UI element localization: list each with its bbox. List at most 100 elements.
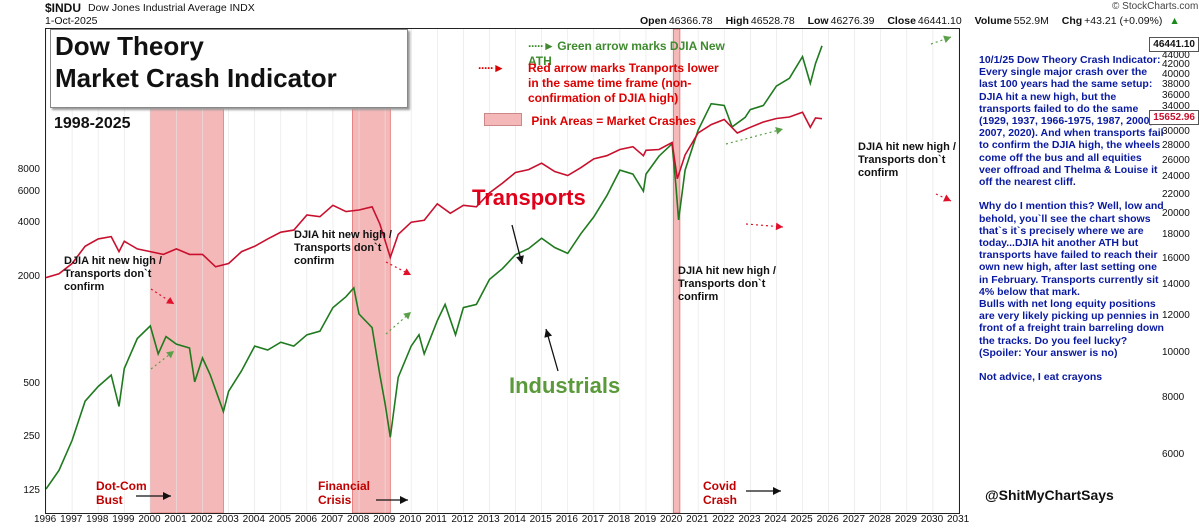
x-tick-label: 2021 — [686, 514, 709, 525]
x-tick-label: 2016 — [555, 514, 578, 525]
x-tick-label: 2011 — [425, 514, 447, 525]
x-tick-label: 2024 — [764, 514, 787, 525]
right-tick-label: 42000 — [1162, 58, 1190, 70]
green-arrow-icon: ·····► — [528, 39, 555, 53]
open-value: 46366.78 — [668, 15, 713, 27]
x-tick-label: 2017 — [581, 514, 605, 525]
high-value: 46528.78 — [750, 15, 795, 27]
series-line-industrials — [46, 45, 823, 490]
x-tick-label: 2025 — [790, 514, 813, 525]
green-arrow-2025-shaft — [930, 36, 952, 45]
close-value: 46441.10 — [917, 15, 962, 27]
red-arrow-2007-head — [403, 268, 411, 276]
x-tick-label: 2031 — [947, 514, 970, 525]
chg-value: +43.21 (+0.09%) — [1084, 15, 1163, 27]
right-tick-label: 30000 — [1162, 126, 1190, 138]
crash-band-0 — [149, 29, 224, 513]
legend-pink: Pink Areas = Market Crashes — [484, 113, 734, 129]
crash-label-covid: Covid Crash — [703, 479, 738, 507]
series-line-transports — [46, 111, 823, 279]
right-tick-label: 24000 — [1162, 171, 1190, 183]
low-value: 46276.39 — [830, 15, 875, 27]
red-arrow-2025-head — [943, 194, 951, 202]
x-tick-label: 1996 — [34, 514, 57, 525]
commentary-text: 10/1/25 Dow Theory Crash Indicator: Ever… — [979, 54, 1164, 384]
title-box: Dow Theory Market Crash Indicator — [50, 29, 408, 108]
left-tick-label: 4000 — [17, 217, 40, 229]
green-arrow-2020-head — [775, 127, 783, 135]
x-tick-label: 2014 — [503, 514, 526, 525]
right-tick-label: 28000 — [1162, 140, 1190, 152]
chart-title-line2: Market Crash Indicator — [55, 63, 337, 93]
legend-red: ·····► Red arrow marks Tranports lower i… — [478, 61, 728, 106]
legend-green: ·····► Green arrow marks DJIA New ATH — [528, 39, 738, 69]
right-tick-label: 16000 — [1162, 252, 1190, 264]
x-tick-label: 2008 — [347, 514, 370, 525]
author-signature: @ShitMyChartSays — [985, 487, 1114, 503]
x-tick-label: 2007 — [320, 514, 344, 525]
right-tick-label: 10000 — [1162, 346, 1190, 358]
index-name: Dow Jones Industrial Average INDX — [88, 2, 255, 14]
transports-label: Transports — [472, 185, 586, 210]
right-tick-label: 40000 — [1162, 68, 1190, 80]
chart-date: 1-Oct-2025 — [45, 15, 98, 27]
red-arrow-2020-head — [775, 222, 783, 231]
industrials-pointer-head — [544, 329, 553, 338]
crash-label-financial: Financial Crisis — [318, 479, 371, 507]
chg-label: Chg — [1061, 15, 1083, 27]
chart-title-line1: Dow Theory — [55, 31, 204, 61]
x-tick-label: 2002 — [190, 514, 213, 525]
pink-swatch-icon — [484, 113, 522, 126]
up-arrow-icon: ▲ — [1169, 15, 1180, 27]
covid-pointer-head — [773, 487, 781, 495]
industrials-label: Industrials — [509, 373, 621, 398]
crash-label-dotcom: Dot-Com Bust — [96, 479, 147, 507]
left-tick-label: 8000 — [17, 163, 40, 175]
crash-band-2 — [672, 29, 681, 513]
close-label: Close — [887, 15, 916, 27]
open-label: Open — [640, 15, 667, 27]
chart-svg — [46, 29, 959, 513]
x-tick-label: 2030 — [920, 514, 944, 525]
green-arrow-2025-head — [943, 35, 951, 43]
transports-last-value-badge: 15652.96 — [1149, 109, 1199, 125]
left-tick-label: 6000 — [17, 185, 40, 197]
left-tick-label: 500 — [23, 377, 40, 389]
right-tick-label: 18000 — [1162, 228, 1190, 240]
red-arrow-icon: ·····► — [478, 61, 505, 75]
x-tick-label: 1998 — [86, 514, 109, 525]
right-tick-label: 14000 — [1162, 279, 1190, 291]
volume-label: Volume — [974, 15, 1012, 27]
x-tick-label: 2027 — [842, 514, 865, 525]
green-arrow-2007-shaft — [385, 311, 412, 335]
legend-pink-text: Pink Areas = Market Crashes — [531, 114, 696, 128]
djia-last-value-badge: 46441.10 — [1149, 36, 1199, 52]
left-tick-label: 250 — [23, 431, 40, 443]
left-tick-label: 125 — [23, 484, 40, 496]
brand-logo: © StockCharts.com — [1112, 1, 1199, 12]
high-label: High — [725, 15, 749, 27]
x-tick-label: 2019 — [633, 514, 657, 525]
x-tick-label: 2022 — [712, 514, 735, 525]
right-tick-label: 36000 — [1162, 89, 1190, 101]
green-arrow-2007-head — [403, 312, 411, 320]
x-tick-label: 2028 — [868, 514, 891, 525]
annotation-2020: DJIA hit new high / Transports don`t con… — [678, 265, 776, 303]
annotation-2025: DJIA hit new high / Transports don`t con… — [858, 141, 956, 179]
ohlc-stats: Open 46366.78 High 46528.78 Low 46276.39 Cl… — [640, 15, 1180, 27]
right-tick-label: 38000 — [1162, 79, 1190, 91]
right-tick-label: 34000 — [1162, 101, 1190, 113]
financial-pointer-head — [400, 496, 408, 504]
right-tick-label: 22000 — [1162, 188, 1190, 200]
x-tick-label: 2006 — [294, 514, 318, 525]
symbol: $INDU — [45, 1, 82, 15]
years-range: 1998-2025 — [54, 115, 131, 132]
annotation-2007: DJIA hit new high / Transports don`t con… — [294, 229, 392, 267]
x-tick-label: 2015 — [529, 514, 552, 525]
legend-green-text: Green arrow marks DJIA New ATH — [528, 39, 725, 68]
chart-plot-area: Dow Theory Market Crash Indicator 1998-2… — [45, 28, 960, 514]
x-tick-label: 1997 — [60, 514, 83, 525]
x-tick-label: 2012 — [451, 514, 474, 525]
annotation-2000: DJIA hit new high / Transports don`t con… — [64, 255, 162, 293]
transports-pointer-head — [516, 255, 524, 264]
